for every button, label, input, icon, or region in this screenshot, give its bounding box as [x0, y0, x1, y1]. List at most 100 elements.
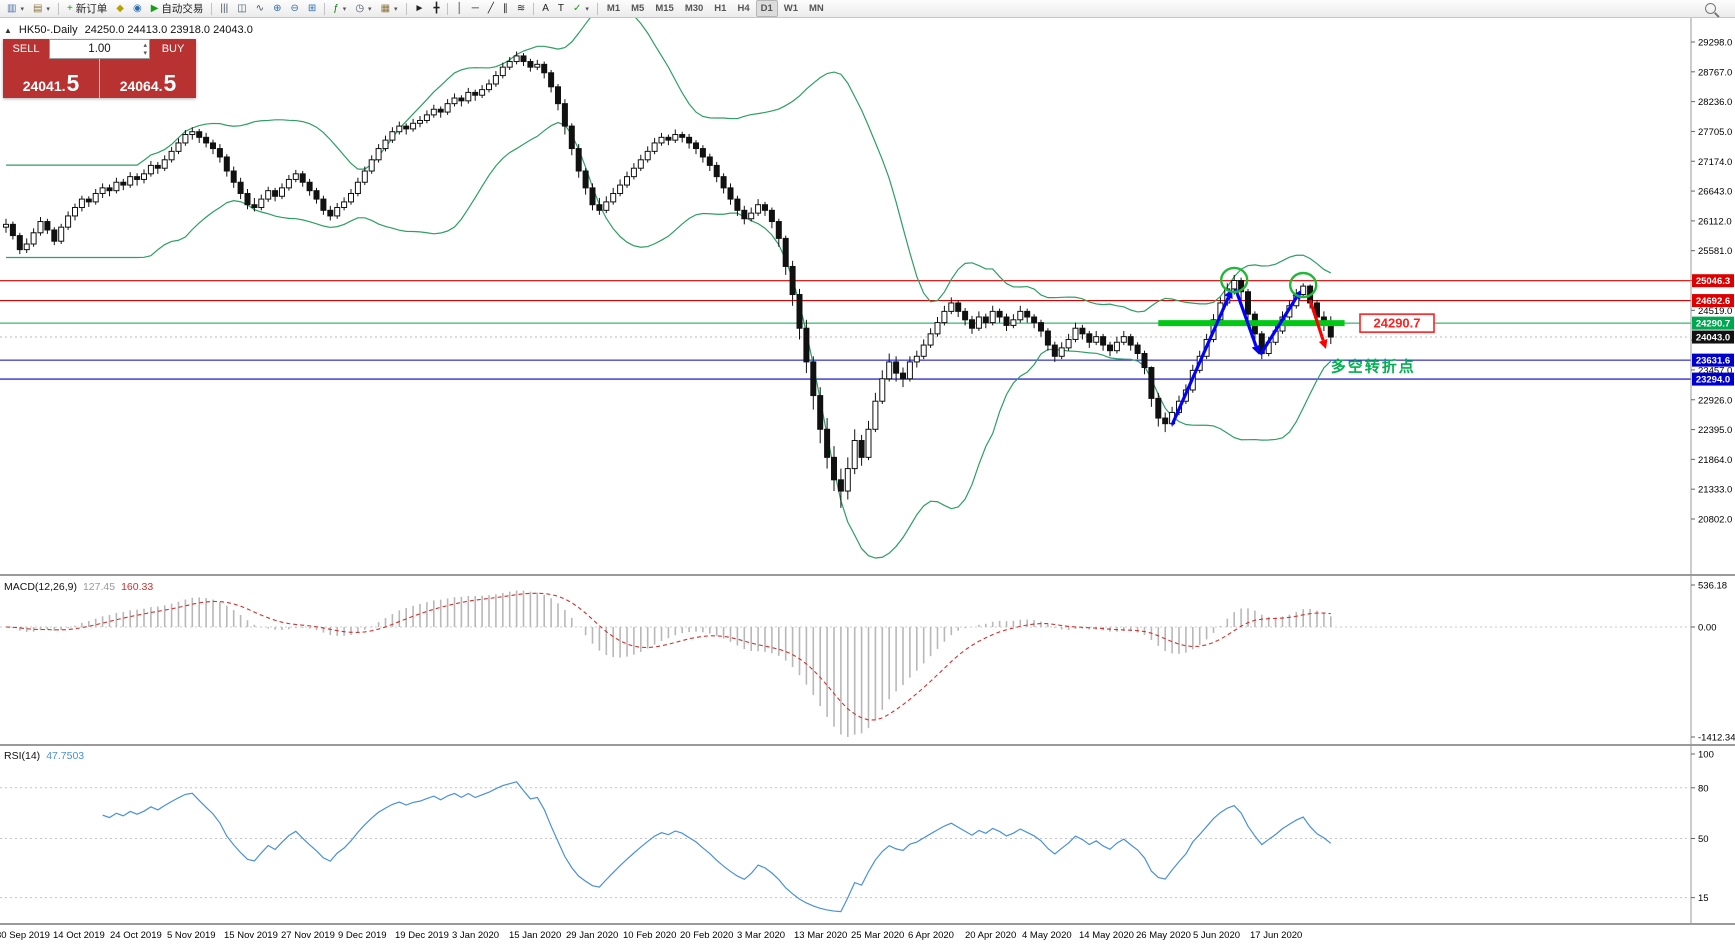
label-button[interactable]: T [554, 0, 568, 17]
fibo-icon: ≋ [516, 2, 526, 14]
buy-price-big-digit: 5 [163, 70, 177, 97]
svg-text:-1412.34: -1412.34 [1698, 733, 1735, 744]
profiles-button[interactable]: ▤ ▾ [29, 0, 54, 17]
macd-signal-value: 160.33 [121, 581, 154, 593]
svg-text:13 Mar 2020: 13 Mar 2020 [794, 930, 847, 941]
svg-text:5 Nov 2019: 5 Nov 2019 [167, 930, 216, 941]
svg-text:24290.7: 24290.7 [1374, 316, 1421, 331]
date-axis[interactable]: 30 Sep 2019 14 Oct 2019 24 Oct 2019 5 Nov 2… [0, 930, 1302, 941]
macd-pane[interactable] [0, 590, 1691, 737]
svg-text:20 Apr 2020: 20 Apr 2020 [965, 930, 1016, 941]
bar-chart-button[interactable]: ||| [216, 0, 232, 17]
vline-icon: │ [456, 2, 463, 14]
sell-price-button[interactable]: 24041. 5 [3, 59, 100, 98]
svg-text:5 Jun 2020: 5 Jun 2020 [1193, 930, 1240, 941]
toolbar-separator [57, 2, 59, 15]
search-icon[interactable] [1705, 3, 1716, 14]
buy-price-main: 24064. [119, 77, 163, 94]
svg-text:24043.0: 24043.0 [1696, 333, 1730, 344]
label-icon: T [557, 2, 565, 14]
sell-button[interactable]: SELL [3, 39, 49, 59]
autotrade-button[interactable]: ▶ 自动交易 [147, 0, 208, 17]
channel-button[interactable]: ∥ [499, 0, 512, 17]
sell-price-main: 24041. [22, 77, 66, 94]
svg-text:24519.0: 24519.0 [1698, 306, 1732, 317]
svg-text:20802.0: 20802.0 [1698, 515, 1732, 526]
one-click-trading-panel: SELL 1.00 ▴ ▾ BUY 24041. 5 24064. 5 [3, 39, 196, 98]
chart-ohlc-header: ▲ HK50-.Daily 24250.0 24413.0 23918.0 24… [4, 24, 253, 36]
svg-text:25046.3: 25046.3 [1696, 276, 1730, 287]
hline-icon: ─ [471, 2, 479, 14]
chart-symbol-label: HK50-.Daily [18, 24, 78, 36]
periods-button[interactable]: ◷ ▾ [351, 0, 375, 17]
toolbar-separator [596, 2, 598, 15]
new-chart-icon: ▥ [7, 2, 17, 14]
svg-text:15: 15 [1698, 893, 1709, 904]
channel-icon: ∥ [502, 2, 508, 14]
timeframe-W1-button[interactable]: W1 [783, 3, 799, 14]
zoom-out-icon: ⊖ [290, 2, 299, 14]
community-icon[interactable]: ◉ [129, 0, 146, 17]
svg-text:536.18: 536.18 [1698, 581, 1727, 592]
zoom-out-button[interactable]: ⊖ [286, 0, 302, 17]
autotrade-button-label: 自动交易 [161, 3, 204, 15]
arrows-button[interactable]: ✓ ▾ [569, 0, 593, 17]
svg-text:27 Nov 2019: 27 Nov 2019 [281, 930, 335, 941]
timeframe-H1-button[interactable]: H1 [714, 3, 727, 14]
cursor-button[interactable]: ► [411, 0, 429, 17]
svg-text:24 Oct 2019: 24 Oct 2019 [110, 930, 162, 941]
volume-field[interactable]: 1.00 ▴ ▾ [49, 39, 150, 59]
svg-text:24692.6: 24692.6 [1696, 296, 1730, 307]
svg-text:9 Dec 2019: 9 Dec 2019 [338, 930, 387, 941]
indicators-button[interactable]: ƒ ▾ [329, 0, 350, 17]
candle-chart-button[interactable]: ◫ [233, 0, 250, 17]
rsi-name: RSI(14) [4, 750, 41, 762]
metaquotes-icon-icon: ◆ [116, 2, 124, 14]
zoom-in-button[interactable]: ⊕ [269, 0, 285, 17]
timeframe-MN-button[interactable]: MN [809, 3, 824, 14]
timeframe-M5-button[interactable]: M5 [631, 3, 645, 14]
hline-button[interactable]: ─ [468, 0, 483, 17]
trendline-button[interactable]: ╱ [484, 0, 498, 17]
new-order-icon: + [66, 2, 73, 14]
new-chart-button[interactable]: ▥ ▾ [3, 0, 28, 17]
rsi-value: 47.7503 [46, 750, 85, 762]
timeframe-M30-button[interactable]: M30 [684, 3, 704, 14]
volume-down-button[interactable]: ▾ [143, 50, 147, 57]
svg-text:28767.0: 28767.0 [1698, 67, 1732, 78]
line-chart-button[interactable]: ∿ [252, 0, 268, 17]
timeframe-H4-button[interactable]: H4 [737, 3, 750, 14]
tile-windows-button[interactable]: ⊞ [304, 0, 320, 17]
timeframe-M1-button[interactable]: M1 [606, 3, 621, 14]
timeframe-D1-button[interactable]: D1 [755, 0, 778, 17]
buy-button[interactable]: BUY [150, 39, 196, 59]
trendline-icon: ╱ [487, 2, 494, 14]
svg-text:100: 100 [1698, 750, 1714, 761]
volume-up-button[interactable]: ▴ [143, 42, 147, 49]
svg-text:26112.0: 26112.0 [1698, 216, 1732, 227]
svg-text:26643.0: 26643.0 [1698, 187, 1732, 198]
collapse-panel-icon[interactable]: ▲ [4, 25, 12, 35]
text-button[interactable]: A [538, 0, 553, 17]
bar-chart-icon: ||| [220, 2, 229, 14]
svg-text:27705.0: 27705.0 [1698, 127, 1732, 138]
crosshair-button[interactable]: ╋ [429, 0, 443, 17]
templates-button[interactable]: ▦ ▾ [377, 0, 402, 17]
rsi-pane[interactable] [0, 781, 1691, 913]
metaquotes-icon[interactable]: ◆ [112, 0, 128, 17]
chart-canvas[interactable]: 多空转折点 24290.7 29298.0 28767.0 28236.0 27705.0… [0, 18, 1735, 946]
svg-text:14 Oct 2019: 14 Oct 2019 [53, 930, 105, 941]
new-order-button-label: 新订单 [75, 3, 108, 15]
price-axis[interactable]: 29298.0 28767.0 28236.0 27705.0 27174.0 26643… [0, 18, 1735, 946]
vline-button[interactable]: │ [452, 0, 466, 17]
new-order-button[interactable]: + 新订单 [63, 0, 111, 17]
fibo-button[interactable]: ≋ [513, 0, 529, 17]
main-price-pane[interactable] [0, 18, 1691, 559]
buy-price-button[interactable]: 24064. 5 [100, 59, 196, 98]
autotrade-icon: ▶ [150, 2, 159, 14]
profiles-icon: ▤ [32, 2, 43, 14]
chart-window: 多空转折点 24290.7 29298.0 28767.0 28236.0 27705.0… [0, 18, 1735, 946]
crosshair-icon: ╋ [433, 2, 440, 14]
svg-text:22395.0: 22395.0 [1698, 425, 1732, 436]
timeframe-M15-button[interactable]: M15 [655, 3, 674, 14]
